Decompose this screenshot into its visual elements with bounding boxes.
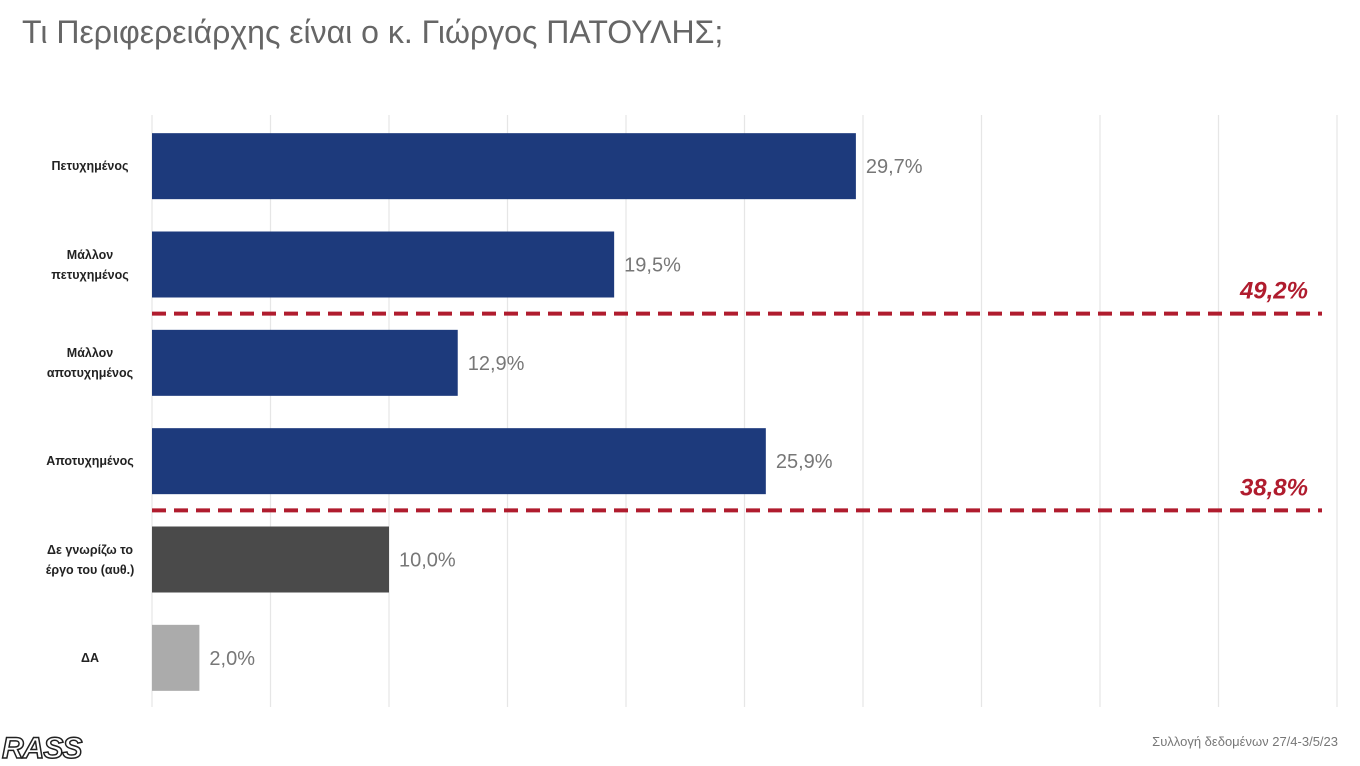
value-label: 10,0% xyxy=(399,550,456,572)
y-tick-label: Αποτυχημένος xyxy=(46,454,134,469)
value-label: 12,9% xyxy=(468,353,525,375)
annotation: 38,8% xyxy=(1240,474,1308,501)
y-tick-label: Μάλλον αποτυχημένος xyxy=(46,345,134,380)
value-label: 2,0% xyxy=(209,648,255,670)
value-label: 19,5% xyxy=(624,255,681,277)
value-label: 25,9% xyxy=(776,451,833,473)
value-label: 29,7% xyxy=(866,156,923,178)
logo: RASS xyxy=(1,731,83,766)
y-tick-label: Μάλλον πετυχημένος xyxy=(51,247,129,282)
bar xyxy=(152,231,615,298)
bar xyxy=(152,133,856,200)
bar xyxy=(152,329,458,396)
y-tick-label: ΔΑ xyxy=(80,650,99,665)
source-note: Συλλογή δεδομένων 27/4-3/5/23 xyxy=(1152,734,1338,749)
y-tick-label: Δε γνωρίζω το έργο του (αυθ.) xyxy=(45,542,135,577)
bar xyxy=(152,526,389,593)
chart-title: Τι Περιφερειάρχης είναι ο κ. Γιώργος ΠΑΤ… xyxy=(22,14,724,50)
bar xyxy=(152,428,766,495)
annotation: 49,2% xyxy=(1239,278,1308,305)
bar xyxy=(152,624,200,691)
y-tick-label: Πετυχημένος xyxy=(51,159,129,174)
